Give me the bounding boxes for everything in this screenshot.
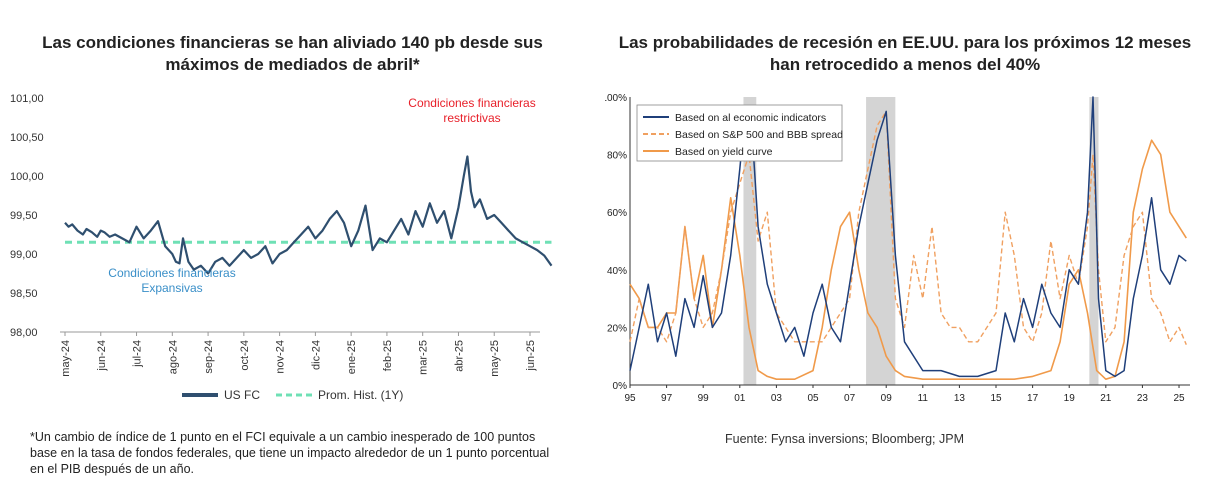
y-tick-label: 100,00 (10, 171, 44, 183)
legend-label-yield-curve-line: Based on yield curve (675, 146, 773, 158)
annotation-expansive-line: Condiciones financieras (108, 266, 235, 280)
y-tick-label: 60% (607, 208, 627, 219)
x-tick-label: jun-25 (525, 340, 537, 372)
x-tick-label: 01 (734, 393, 746, 404)
annotation-restrictive-line: restrictivas (443, 111, 500, 125)
x-tick-label: oct-24 (239, 340, 251, 371)
recession-chart: 100% 80% 60% 40% 20% 0%95 97 99 01 03 05 07 09 11 13 15… (605, 93, 1190, 404)
legend-avg-label: Prom. Hist. (1Y) (318, 388, 403, 402)
y-tick-label: 100,50 (10, 132, 44, 144)
x-tick-label: 23 (1137, 393, 1149, 404)
yield-curve-line (629, 139, 1187, 380)
x-tick-label: 17 (1027, 393, 1039, 404)
x-tick-label: 11 (918, 393, 929, 404)
x-tick-label: may-24 (60, 340, 72, 377)
x-tick-label: dic-24 (310, 340, 322, 370)
x-tick-label: 95 (624, 393, 636, 404)
x-tick-label: 97 (661, 393, 673, 404)
x-tick-label: 99 (698, 393, 710, 404)
y-tick-label: 101,00 (10, 93, 44, 105)
y-tick-label: 98,00 (10, 327, 38, 339)
right-chart-title: Las probabilidades de recesión en EE.UU.… (618, 33, 1192, 74)
legend-label-economic-indicators-line: Based on al economic indicators (675, 112, 826, 124)
x-tick-label: 07 (844, 393, 856, 404)
x-tick-label: 05 (807, 393, 819, 404)
x-tick-label: may-25 (489, 340, 501, 377)
x-tick-label: feb-25 (382, 340, 394, 371)
x-tick-label: ago-24 (167, 340, 179, 374)
recession-shade (866, 97, 896, 385)
x-tick-label: sep-24 (203, 340, 215, 374)
y-tick-label: 100% (605, 93, 627, 104)
source-note: Fuente: Fynsa inversions; Bloomberg; JPM (725, 432, 964, 446)
y-tick-label: 40% (607, 266, 627, 277)
x-tick-label: 25 (1173, 393, 1185, 404)
economic-indicators-line (629, 96, 1187, 378)
y-tick-label: 80% (607, 151, 627, 162)
x-tick-label: 09 (881, 393, 893, 404)
x-tick-label: mar-25 (418, 340, 430, 375)
legend-label-sp500-bbb-line: Based on S&P 500 and BBB spread (675, 129, 843, 141)
recession-shade (1089, 97, 1099, 385)
annotation-expansive: Condiciones financieras Expansivas (108, 266, 235, 295)
annotation-expansive-line: Expansivas (141, 281, 202, 295)
legend-us-fc-label: US FC (224, 388, 260, 402)
y-tick-label: 0% (613, 381, 628, 392)
annotation-restrictive-line: Condiciones financieras (408, 96, 535, 110)
annotation-restrictive: Condiciones financieras restrictivas (408, 96, 535, 125)
x-tick-label: 03 (771, 393, 783, 404)
x-tick-label: 19 (1064, 393, 1076, 404)
y-tick-label: 99,50 (10, 210, 38, 222)
legend-box (636, 104, 843, 162)
footnote: *Un cambio de índice de 1 punto en el FC… (30, 430, 550, 476)
us-fc-line (64, 155, 553, 275)
x-tick-label: jun-24 (96, 340, 108, 372)
left-chart-title: Las condiciones financieras se han alivi… (42, 33, 543, 74)
fci-chart: 101,00 100,50 100,00 99,50 99,00 98,50 98,00 ma… (10, 93, 553, 402)
x-tick-label: 13 (954, 393, 966, 404)
x-tick-label: jul-24 (132, 340, 144, 368)
x-tick-label: 21 (1100, 393, 1112, 404)
y-tick-label: 99,00 (10, 249, 38, 261)
y-tick-label: 20% (607, 323, 627, 334)
x-tick-label: 15 (990, 393, 1002, 404)
y-tick-label: 98,50 (10, 288, 38, 300)
x-tick-label: abr-25 (453, 340, 465, 372)
x-tick-label: nov-24 (275, 340, 287, 374)
x-tick-label: ene-25 (346, 340, 358, 374)
